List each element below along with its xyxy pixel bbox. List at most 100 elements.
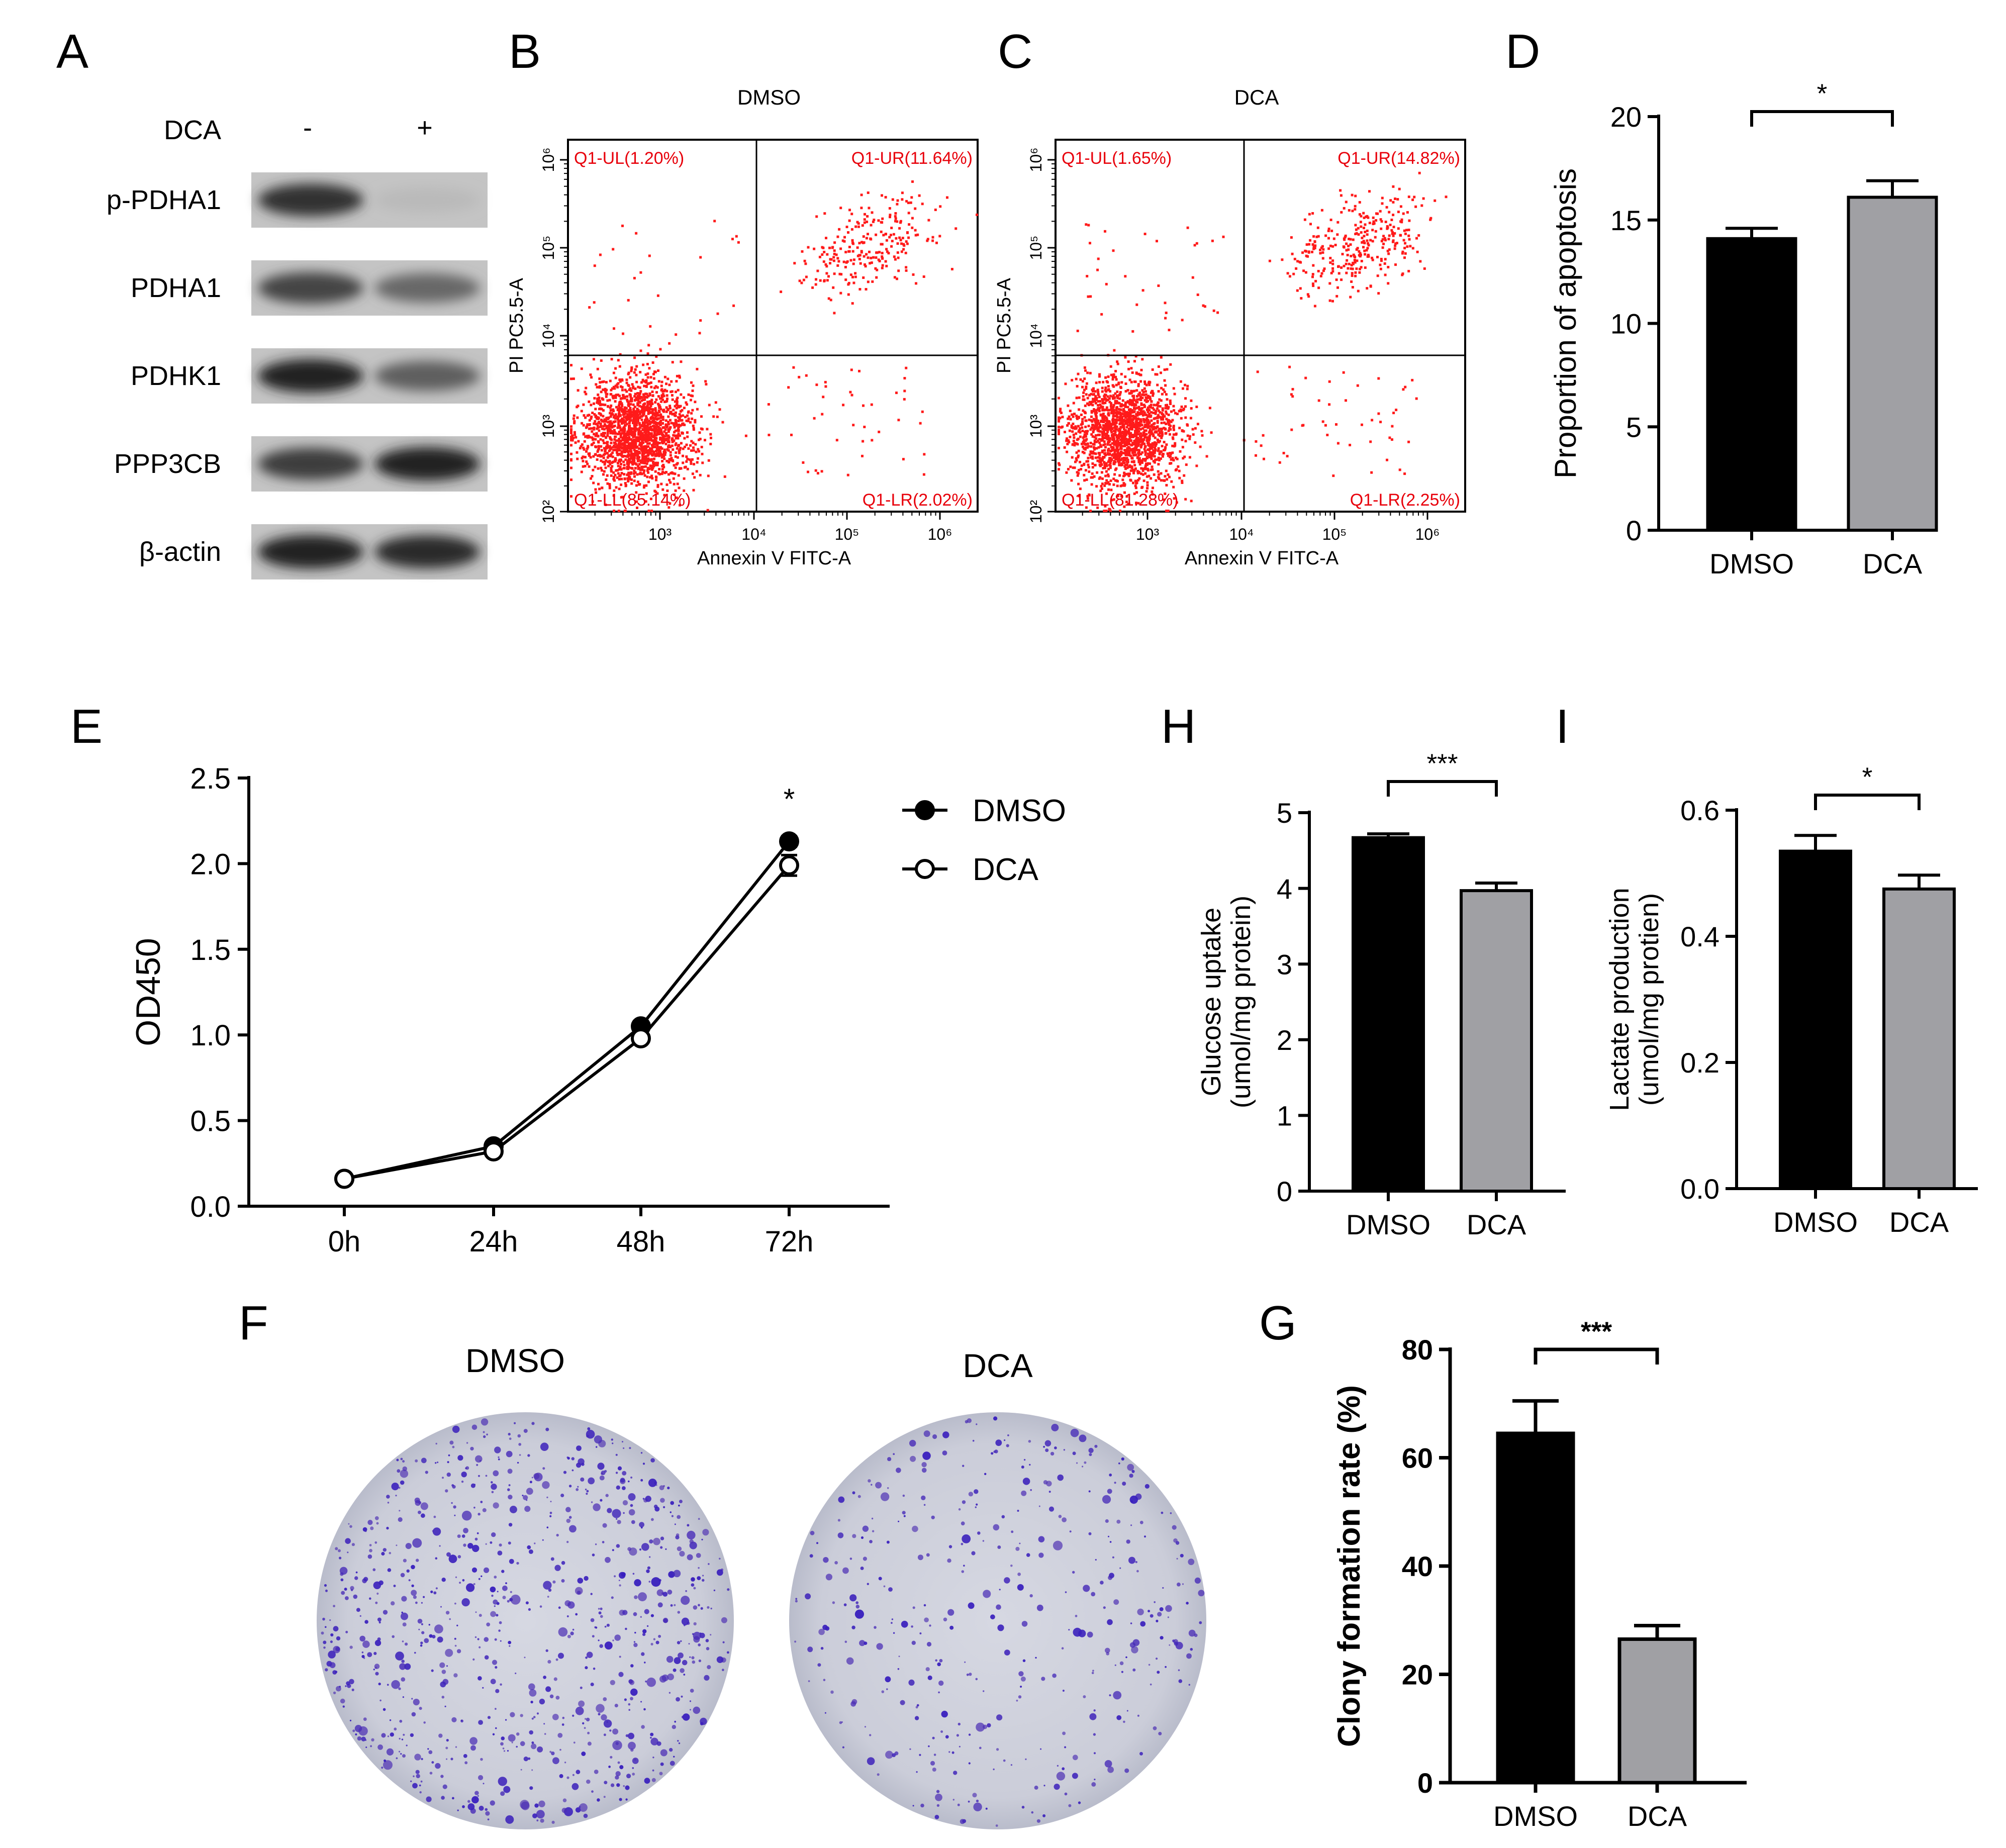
flow-event-dot <box>1129 392 1132 395</box>
flow-event-dot <box>1157 433 1160 436</box>
flow-event-dot <box>1094 390 1097 393</box>
flow-event-dot <box>1107 467 1110 470</box>
flow-event-dot <box>1141 442 1144 445</box>
flow-event-dot <box>606 460 609 463</box>
colony <box>362 1640 370 1648</box>
flow-event-dot <box>1075 442 1078 445</box>
flow-event-dot <box>1195 464 1198 467</box>
flow-event-dot <box>607 421 610 424</box>
flow-event-dot <box>884 260 887 263</box>
colony <box>509 1437 512 1440</box>
flow-event-dot <box>1140 420 1143 423</box>
flow-event-dot <box>669 412 672 415</box>
flow-event-dot <box>833 272 836 275</box>
flow-event-dot <box>1142 418 1145 421</box>
flow-event-dot <box>649 498 652 501</box>
flow-event-dot <box>629 394 632 397</box>
flow-event-dot <box>650 417 652 420</box>
flow-event-dot <box>1144 390 1147 393</box>
flow-event-dot <box>1331 270 1334 273</box>
flow-event-dot <box>1132 435 1135 438</box>
flow-event-dot <box>1112 446 1115 449</box>
flow-event-dot <box>670 459 673 462</box>
flow-event-dot <box>1136 441 1139 444</box>
flow-event-dot <box>718 408 721 411</box>
flow-event-dot <box>675 380 678 383</box>
flow-event-dot <box>1111 419 1114 422</box>
flow-event-dot <box>1112 373 1115 376</box>
flow-event-dot <box>641 459 644 462</box>
flow-event-dot <box>1354 194 1357 198</box>
flow-event-dot <box>1059 410 1062 413</box>
colony <box>325 1589 328 1592</box>
colony <box>516 1732 520 1736</box>
flow-event-dot <box>1347 248 1350 251</box>
flow-event-dot <box>1364 253 1367 256</box>
flow-event-dot <box>744 434 747 437</box>
flow-event-dot <box>1119 433 1122 436</box>
flow-event-dot <box>637 385 640 388</box>
flow-event-dot <box>1085 431 1087 434</box>
flow-event-dot <box>1392 201 1395 204</box>
flow-event-dot <box>1077 482 1080 485</box>
flow-event-dot <box>628 476 631 479</box>
flow-event-dot <box>1088 401 1091 404</box>
flow-event-dot <box>1090 445 1093 448</box>
flow-event-dot <box>636 392 639 395</box>
flow-event-dot <box>629 387 632 390</box>
flow-event-dot <box>642 486 645 489</box>
flow-event-dot <box>1145 414 1148 417</box>
flow-event-dot <box>694 443 697 446</box>
flow-event-dot <box>1391 438 1393 441</box>
flow-event-dot <box>1083 473 1086 476</box>
colony <box>453 1505 456 1509</box>
flow-event-dot <box>655 398 658 401</box>
colony <box>446 1739 449 1742</box>
flow-event-dot <box>633 276 636 279</box>
flow-event-dot <box>1083 447 1086 450</box>
flow-event-dot <box>646 418 649 421</box>
flow-event-dot <box>593 433 596 436</box>
flow-event-dot <box>630 455 633 458</box>
flow-event-dot <box>670 380 673 383</box>
flow-event-dot <box>1332 237 1335 240</box>
flow-event-dot <box>656 461 659 464</box>
flow-event-dot <box>1091 420 1094 423</box>
flow-event-dot <box>635 463 638 466</box>
flow-event-dot <box>1331 262 1334 265</box>
flow-event-dot <box>1092 427 1095 430</box>
flow-event-dot <box>645 484 648 487</box>
flow-event-dot <box>881 252 884 255</box>
flow-event-dot <box>1130 390 1133 393</box>
flow-event-dot <box>643 434 645 437</box>
flow-event-dot <box>1149 443 1152 446</box>
flow-event-dot <box>1404 252 1407 255</box>
flow-event-dot <box>1134 448 1137 451</box>
flow-event-dot <box>660 394 663 397</box>
flow-event-dot <box>1367 244 1370 247</box>
flow-event-dot <box>622 411 625 414</box>
flow-event-dot <box>587 423 590 426</box>
flow-event-dot <box>614 400 617 403</box>
flow-event-dot <box>815 278 817 281</box>
flow-event-dot <box>620 428 623 431</box>
flow-event-dot <box>622 443 625 446</box>
flow-event-dot <box>1155 442 1158 445</box>
flow-event-dot <box>1124 422 1127 425</box>
flow-event-dot <box>854 225 857 228</box>
flow-event-dot <box>665 471 667 473</box>
colony <box>338 1549 341 1552</box>
flow-event-dot <box>1137 454 1140 457</box>
flow-event-dot <box>685 419 688 422</box>
flow-event-dot <box>1122 457 1125 460</box>
flow-event-dot <box>1147 455 1150 458</box>
flow-event-dot <box>1141 358 1144 361</box>
flow-event-dot <box>1142 394 1145 397</box>
flow-event-dot <box>1108 437 1111 440</box>
flow-event-dot <box>1130 426 1133 429</box>
flow-event-dot <box>1115 467 1118 470</box>
flow-event-dot <box>653 445 656 448</box>
flow-event-dot <box>899 220 902 223</box>
flow-event-dot <box>1119 458 1122 461</box>
flow-event-dot <box>638 456 641 459</box>
